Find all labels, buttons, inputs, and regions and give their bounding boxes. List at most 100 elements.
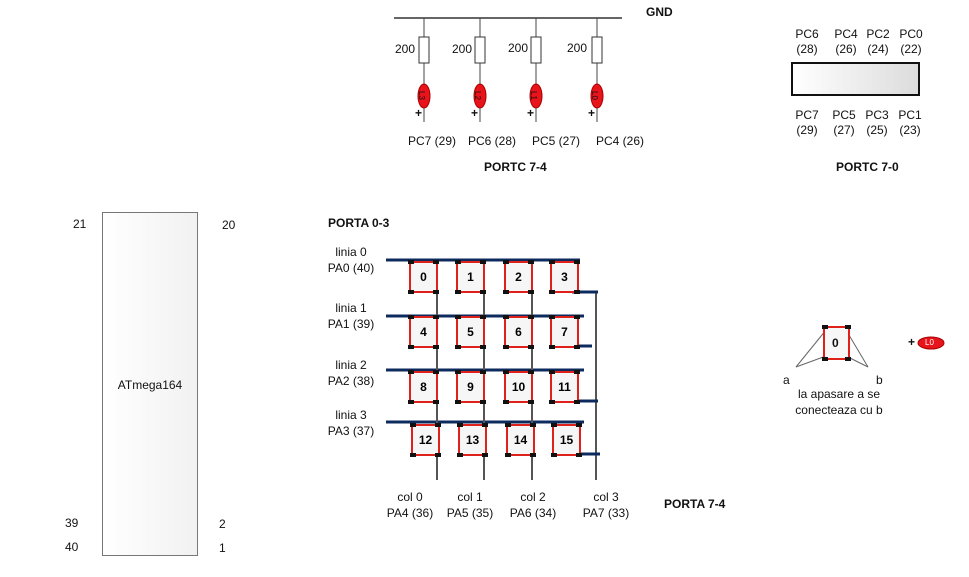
keypad-key-5[interactable]: 5	[455, 315, 486, 349]
chip-name: ATmega164	[117, 378, 183, 392]
keypad-key-12[interactable]: 12	[410, 423, 441, 457]
col-pin-label: PA4 (36)	[386, 506, 434, 520]
keypad-key-label: 12	[419, 433, 433, 447]
branch-pc5	[529, 18, 543, 122]
keypad-key-4[interactable]: 4	[408, 315, 439, 349]
keypad-key-label: 4	[420, 325, 427, 339]
plus-sign: +	[471, 106, 479, 120]
keypad-key-1[interactable]: 1	[455, 260, 486, 294]
keypad-key-10[interactable]: 10	[503, 370, 534, 404]
legend-note-line1: la apasare a se	[797, 387, 881, 401]
connector-pin-name: PC3	[865, 108, 889, 122]
connector-pin-number: (26)	[835, 42, 857, 56]
resistor-value: 200	[395, 42, 416, 56]
legend-plus-sign: +	[908, 335, 916, 349]
connector-pin-number: (24)	[867, 42, 889, 56]
connector-pin-name: PC1	[898, 108, 922, 122]
row-line-label: linia 0	[335, 245, 367, 259]
pin-label: PC4 (26)	[596, 134, 645, 148]
connector-pin-name: PC2	[866, 27, 890, 41]
keypad-key-label: 10	[512, 380, 526, 394]
legend-note-line2: conecteaza cu b	[795, 403, 883, 417]
keypad-key-label: 14	[514, 433, 528, 447]
connector-pin-number: (29)	[796, 123, 818, 137]
chip-body: ATmega164	[102, 212, 198, 556]
keypad-key-2[interactable]: 2	[503, 260, 534, 294]
plus-sign: +	[527, 106, 535, 120]
branch-pc4	[590, 18, 604, 122]
chip-pin-number: 2	[219, 517, 226, 531]
col-name-label: col 3	[593, 490, 619, 504]
keypad-key-0[interactable]: 0	[408, 260, 439, 294]
portc-connector-body	[791, 62, 920, 96]
keypad-key-label: 2	[515, 270, 522, 284]
row-line-label: linia 3	[335, 408, 367, 422]
connector-pin-name: PC5	[832, 108, 856, 122]
keypad-key-3[interactable]: 3	[549, 260, 580, 294]
portc-74-title: PORTC 7-4	[484, 160, 547, 174]
keypad-key-13[interactable]: 13	[457, 423, 488, 457]
porta-74-title: PORTA 7-4	[664, 497, 726, 511]
row-pin-label: PA2 (38)	[327, 374, 375, 388]
branch-pc7	[417, 18, 431, 122]
legend-key-label: 0	[832, 336, 839, 350]
keypad-key-9[interactable]: 9	[455, 370, 486, 404]
keypad-key-label: 0	[420, 270, 427, 284]
connector-pin-name: PC0	[899, 27, 923, 41]
resistor-value: 200	[452, 42, 473, 56]
col-pin-label: PA6 (34)	[509, 506, 557, 520]
keypad-key-14[interactable]: 14	[505, 423, 536, 457]
connector-pin-number: (28)	[796, 42, 818, 56]
keypad-key-label: 6	[515, 325, 522, 339]
row-pin-label: PA1 (39)	[327, 317, 375, 331]
keypad-key-label: 15	[560, 433, 574, 447]
keypad-key-label: 5	[467, 325, 474, 339]
chip-pin-number: 1	[219, 541, 226, 555]
porta-03-title: PORTA 0-3	[328, 216, 390, 230]
chip-pin-number: 20	[222, 218, 236, 232]
keypad-key-label: 1	[467, 270, 474, 284]
keypad-key-label: 11	[558, 380, 571, 394]
connector-pin-number: (27)	[833, 123, 855, 137]
gnd-label: GND	[646, 5, 673, 19]
keypad-key-label: 9	[467, 380, 474, 394]
row-pin-label: PA3 (37)	[327, 424, 375, 438]
connector-pin-name: PC4	[834, 27, 858, 41]
connector-pin-name: PC7	[795, 108, 819, 122]
col-name-label: col 1	[457, 490, 483, 504]
pin-label: PC7 (29)	[408, 134, 457, 148]
plus-sign: +	[415, 106, 423, 120]
row-pin-label: PA0 (40)	[327, 261, 375, 275]
keypad-key-11[interactable]: 11	[549, 370, 580, 404]
keypad-key-label: 8	[420, 380, 427, 394]
col-pin-label: PA7 (33)	[582, 506, 630, 520]
resistor-value: 200	[567, 41, 588, 55]
plus-sign: +	[588, 106, 596, 120]
keypad-key-label: 7	[561, 325, 568, 339]
keypad-key-6[interactable]: 6	[503, 315, 534, 349]
terminal-b-label: b	[876, 373, 883, 387]
legend-key-icon	[823, 326, 850, 360]
col-name-label: col 0	[397, 490, 423, 504]
keypad-key-label: 13	[466, 433, 480, 447]
row-line-label: linia 2	[335, 358, 367, 372]
row-line-label: linia 1	[335, 301, 367, 315]
pin-label: PC6 (28)	[468, 134, 517, 148]
chip-pin-number: 39	[65, 516, 79, 530]
chip-pin-number: 40	[65, 540, 79, 554]
col-pin-label: PA5 (35)	[446, 506, 494, 520]
terminal-a-label: a	[783, 373, 790, 387]
keypad-key-8[interactable]: 8	[408, 370, 439, 404]
connector-pin-number: (25)	[866, 123, 888, 137]
chip-pin-number: 21	[73, 217, 87, 231]
pin-label: PC5 (27)	[532, 134, 581, 148]
keypad-key-7[interactable]: 7	[549, 315, 580, 349]
connector-pin-number: (23)	[899, 123, 921, 137]
branch-pc6	[473, 18, 487, 122]
keypad-key-15[interactable]: 15	[551, 423, 582, 457]
resistor-value: 200	[508, 41, 529, 55]
